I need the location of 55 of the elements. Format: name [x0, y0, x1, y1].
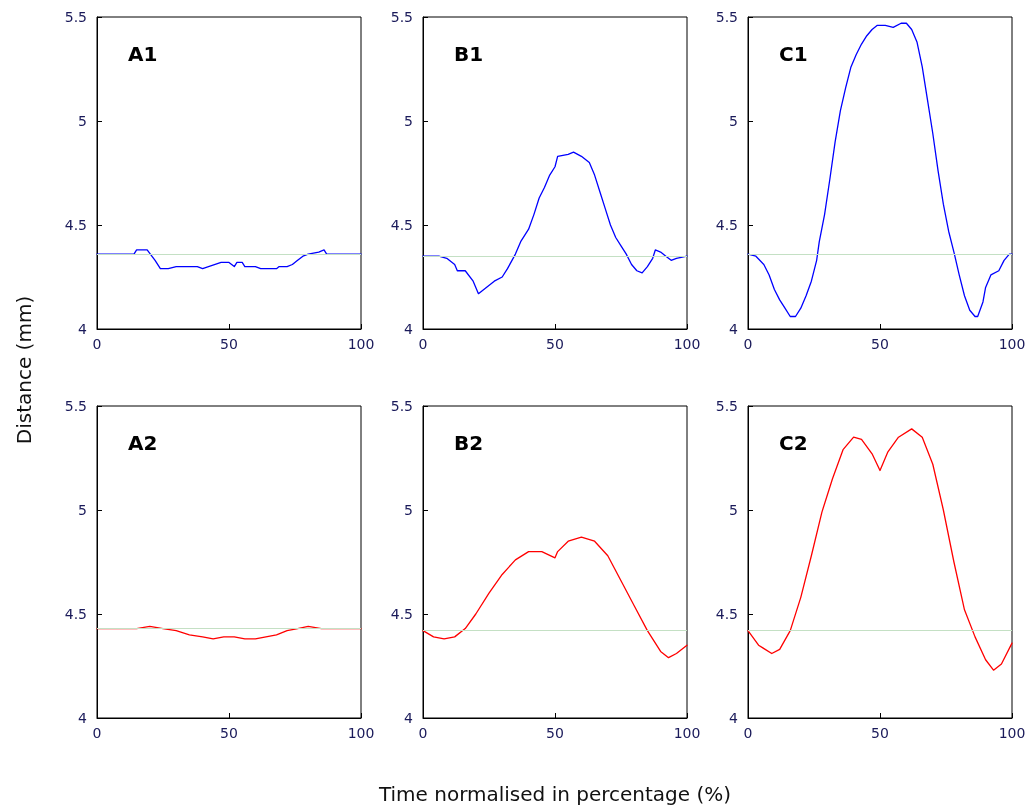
line-series	[422, 151, 688, 295]
x-tick-label: 100	[998, 725, 1026, 741]
y-tick-label: 4.5	[64, 217, 87, 233]
y-tick-label: 4.5	[64, 606, 87, 622]
text: A1	[128, 42, 158, 66]
x-tick-label: 0	[92, 725, 102, 741]
x-tick-label: 50	[546, 336, 564, 352]
text: B2	[454, 431, 484, 455]
y-tick-label: 5	[729, 113, 738, 129]
text: C2	[779, 431, 808, 455]
x-tick-label: 0	[418, 336, 428, 352]
x-tick-label: 100	[998, 336, 1026, 352]
x-tick-label: 50	[871, 725, 889, 741]
x-tick-label: 0	[743, 336, 753, 352]
x-tick-label: 100	[673, 725, 701, 741]
x-tick-label: 50	[546, 725, 564, 741]
x-tick-label: 0	[418, 725, 428, 741]
y-tick-label: 5.5	[715, 9, 738, 25]
x-tick-label: 100	[347, 336, 375, 352]
x-tick-label: 0	[743, 725, 753, 741]
line-series	[747, 22, 1013, 318]
y-tick-label: 4.5	[715, 217, 738, 233]
y-tick-label: 5.5	[390, 398, 413, 414]
y-tick-label: 5.5	[715, 398, 738, 414]
text: A2	[128, 431, 158, 455]
x-tick-label: 0	[92, 336, 102, 352]
y-tick-label: 4	[729, 321, 739, 337]
x-tick-label: 50	[220, 336, 238, 352]
y-tick-label: 5	[404, 113, 413, 129]
y-tick-label: 5	[404, 502, 413, 518]
y-tick-label: 5.5	[64, 9, 87, 25]
y-tick-label: 4	[78, 321, 88, 337]
y-tick-label: 5.5	[390, 9, 413, 25]
x-axis-title: Time normalised in percentage (%)	[378, 782, 732, 806]
y-tick-label: 4	[404, 321, 414, 337]
x-tick-label: 50	[871, 336, 889, 352]
y-tick-label: 5	[729, 502, 738, 518]
y-tick-label: 5.5	[64, 398, 87, 414]
y-tick-label: 4	[729, 710, 739, 726]
y-axis-title: Distance (mm)	[12, 295, 36, 445]
text: C1	[779, 42, 808, 66]
y-tick-label: 4.5	[715, 606, 738, 622]
line-series	[422, 536, 688, 659]
y-tick-label: 4	[78, 710, 88, 726]
y-tick-label: 4	[404, 710, 414, 726]
line-series	[96, 249, 362, 270]
x-tick-label: 50	[220, 725, 238, 741]
y-tick-label: 5	[78, 502, 87, 518]
y-tick-label: 4.5	[390, 606, 413, 622]
x-tick-label: 100	[347, 725, 375, 741]
text: B1	[454, 42, 484, 66]
line-series	[747, 428, 1013, 671]
y-tick-label: 5	[78, 113, 87, 129]
y-tick-label: 4.5	[390, 217, 413, 233]
x-tick-label: 100	[673, 336, 701, 352]
